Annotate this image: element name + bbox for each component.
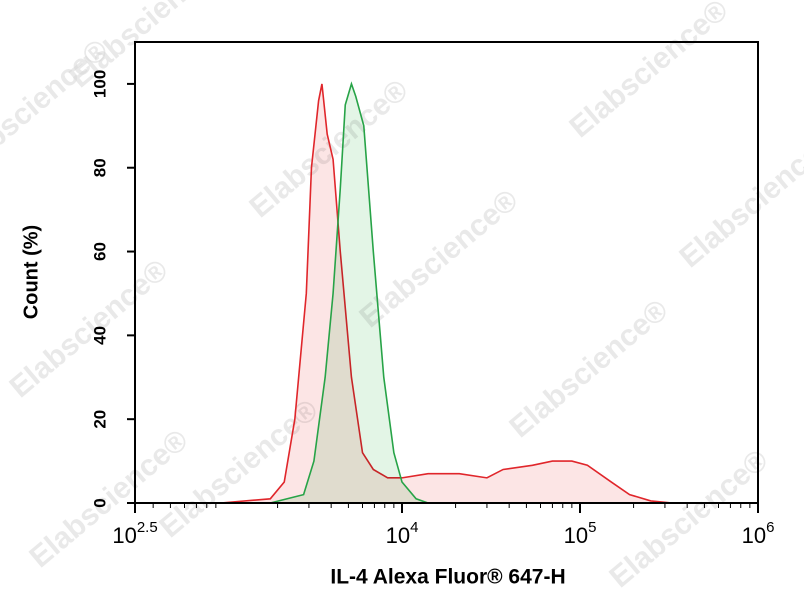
tick-base: 10	[742, 523, 766, 548]
tick-exponent: 6	[766, 519, 774, 536]
plot-area	[220, 81, 673, 504]
x-tick-label: 106	[742, 519, 775, 548]
x-tick-label: 105	[564, 519, 597, 548]
y-tick-label: 0	[90, 498, 109, 507]
tick-exponent: 2.5	[137, 519, 158, 536]
watermark: Elabscience®	[673, 123, 804, 274]
tick-base: 10	[386, 523, 410, 548]
watermark: Elabscience®	[603, 443, 774, 594]
x-axis-label: IL-4 Alexa Fluor® 647-H	[330, 566, 565, 589]
y-tick-label: 60	[90, 242, 109, 261]
x-tick-label: 104	[386, 519, 419, 548]
watermark: Elabscience®	[503, 293, 674, 444]
area-fill	[270, 83, 429, 503]
y-tick-label: 80	[90, 158, 109, 177]
tick-base: 10	[112, 523, 136, 548]
plot-frame	[134, 41, 759, 504]
area-line	[270, 81, 429, 504]
tick-base: 10	[564, 523, 588, 548]
y-tick-label: 100	[90, 70, 109, 98]
watermark: Elabscience®	[563, 0, 734, 144]
y-axis-label: Count (%)	[20, 225, 42, 319]
x-tick-label: 102.5	[112, 519, 157, 548]
y-tick-label: 40	[90, 326, 109, 345]
y-tick-label: 20	[90, 410, 109, 429]
tick-exponent: 5	[588, 519, 596, 536]
tick-exponent: 4	[410, 519, 418, 536]
watermark: Elabscience®	[353, 183, 524, 334]
